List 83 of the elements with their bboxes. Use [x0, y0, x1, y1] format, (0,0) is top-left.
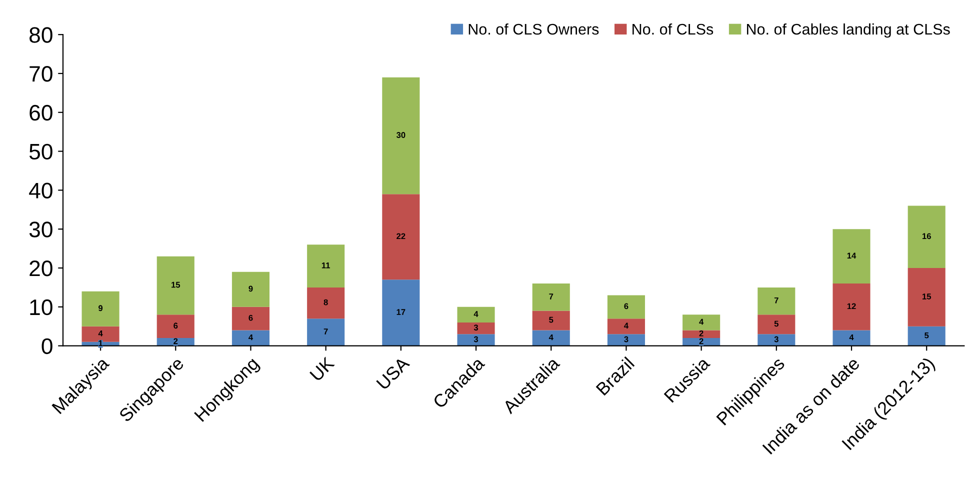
data-label: 3 [474, 336, 478, 342]
data-label: 17 [396, 309, 406, 315]
y-tick-label: 0 [42, 338, 52, 354]
data-label: 7 [324, 328, 328, 334]
data-label: 9 [248, 286, 253, 292]
data-label: 2 [174, 338, 178, 344]
bar [908, 206, 946, 268]
bar [682, 314, 720, 330]
y-tick-label: 60 [30, 104, 52, 121]
bar [908, 268, 946, 326]
bar [758, 314, 796, 334]
data-label: 30 [396, 132, 406, 138]
x-tick-label: UK [310, 356, 336, 382]
legend-label: No. of CLS Owners [468, 23, 599, 35]
data-label: 4 [248, 334, 253, 340]
data-label: 8 [324, 299, 328, 306]
bar [156, 256, 194, 315]
data-label: 6 [174, 322, 178, 329]
data-label: 1 [98, 340, 103, 346]
data-label: 3 [624, 336, 628, 342]
x-tick-label: USA [376, 356, 410, 390]
data-label: 6 [624, 303, 628, 310]
data-label: 4 [548, 334, 554, 340]
y-tick-label: 20 [30, 260, 52, 276]
data-label: 2 [699, 338, 704, 344]
data-label: 3 [774, 336, 778, 342]
bar [307, 318, 345, 346]
bar [832, 229, 870, 284]
data-label: 4 [849, 334, 854, 340]
bar [232, 330, 270, 346]
data-label: 5 [774, 320, 778, 327]
bar [307, 244, 345, 288]
bar [156, 314, 194, 338]
data-label: 16 [922, 233, 931, 240]
data-label: 22 [396, 233, 406, 240]
bar [307, 287, 345, 319]
bar [82, 326, 120, 342]
legend-label: No. of Cables landing at CLSs [747, 23, 950, 38]
data-label: 15 [172, 282, 180, 288]
y-tick-label: 10 [30, 299, 52, 316]
bar [457, 334, 495, 346]
data-label: 4 [474, 311, 478, 317]
data-label: 9 [98, 305, 103, 312]
data-label: 6 [248, 314, 253, 321]
y-tick-label: 70 [30, 66, 52, 82]
data-label: 4 [98, 330, 103, 336]
data-label: 12 [847, 303, 856, 310]
bar [682, 330, 720, 338]
bar [832, 284, 870, 330]
y-tick-label: 40 [29, 182, 52, 198]
bar [607, 318, 645, 334]
bar [532, 330, 570, 346]
data-label: 5 [549, 316, 554, 323]
bar [908, 326, 946, 346]
data-label: 5 [924, 332, 929, 338]
data-label: 7 [549, 294, 554, 300]
data-label: 4 [624, 322, 628, 329]
data-label: 11 [322, 262, 330, 268]
y-tick-label: 80 [30, 27, 52, 43]
bar [758, 334, 796, 346]
bar [82, 291, 120, 326]
bar [832, 330, 870, 346]
bar [607, 295, 645, 319]
data-label: 4 [699, 318, 704, 325]
bar [232, 272, 270, 307]
bar [457, 322, 495, 334]
bar [758, 287, 796, 315]
legend-label: No. of CLSs [632, 23, 714, 35]
bar [382, 77, 420, 194]
bar [382, 194, 420, 280]
y-tick-label: 50 [29, 144, 52, 160]
data-label: 14 [847, 252, 856, 258]
bar [532, 284, 570, 311]
bar [607, 334, 645, 346]
bar [232, 306, 270, 330]
bar [382, 280, 420, 346]
bar [532, 310, 570, 330]
bar [457, 306, 495, 322]
data-label: 7 [774, 297, 778, 304]
data-label: 3 [474, 324, 478, 331]
y-tick-label: 30 [29, 222, 52, 238]
data-label: 15 [922, 294, 932, 300]
data-label: 2 [699, 330, 704, 336]
